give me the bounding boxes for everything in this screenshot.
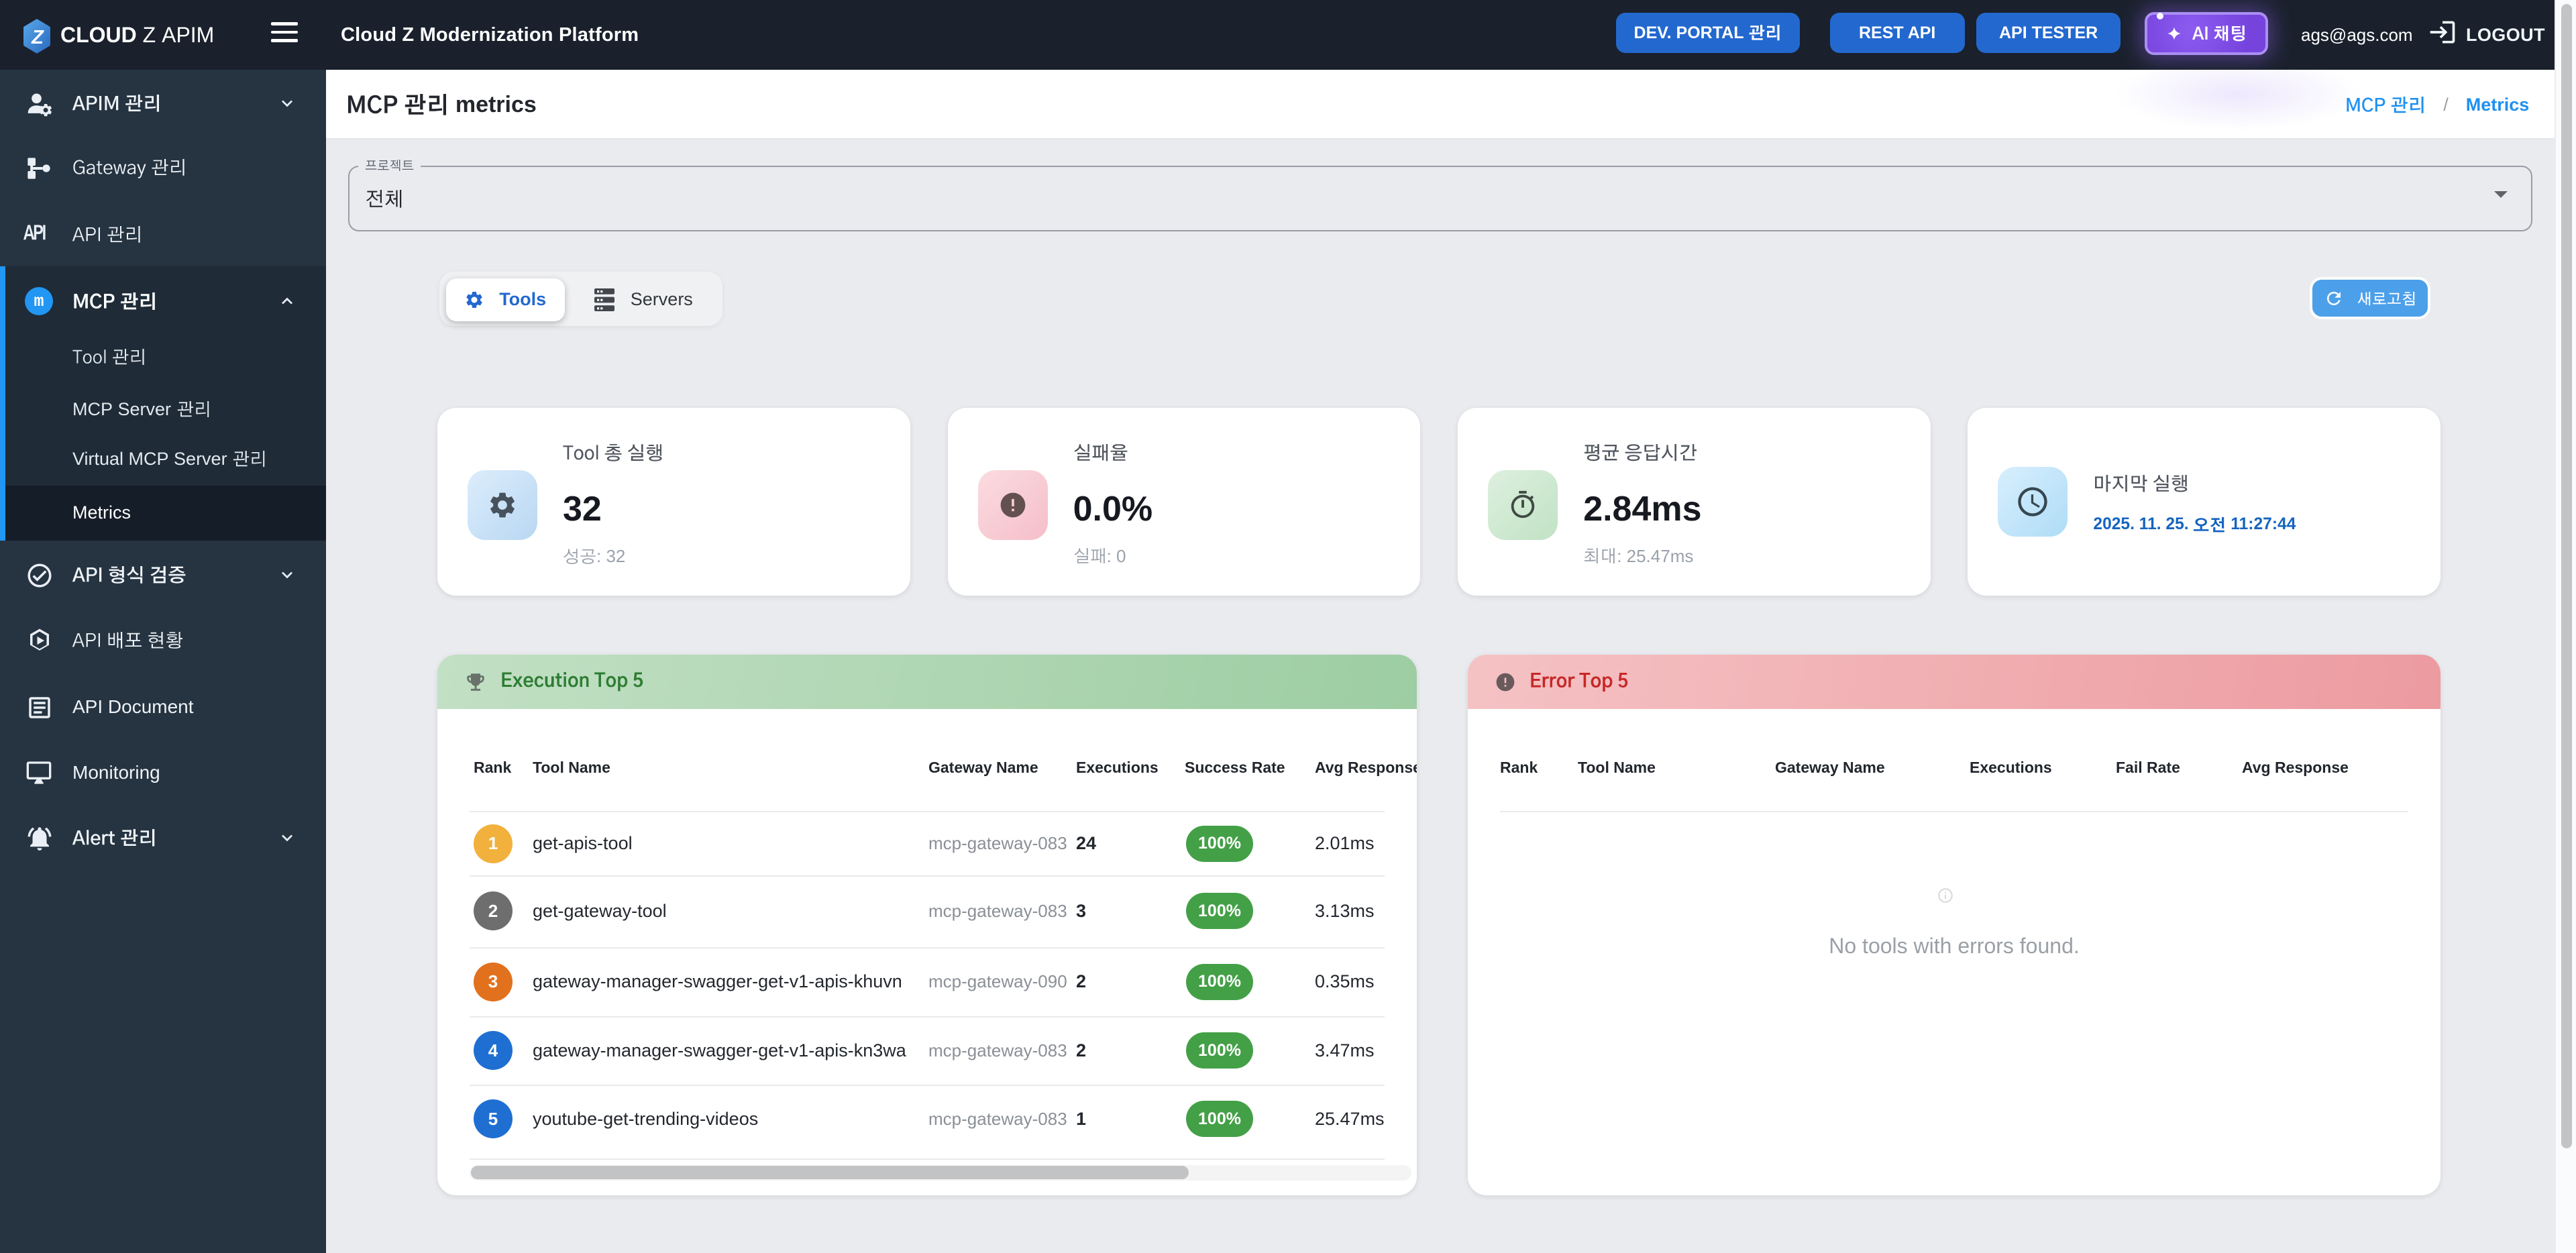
svg-text:Z: Z [31,27,44,48]
